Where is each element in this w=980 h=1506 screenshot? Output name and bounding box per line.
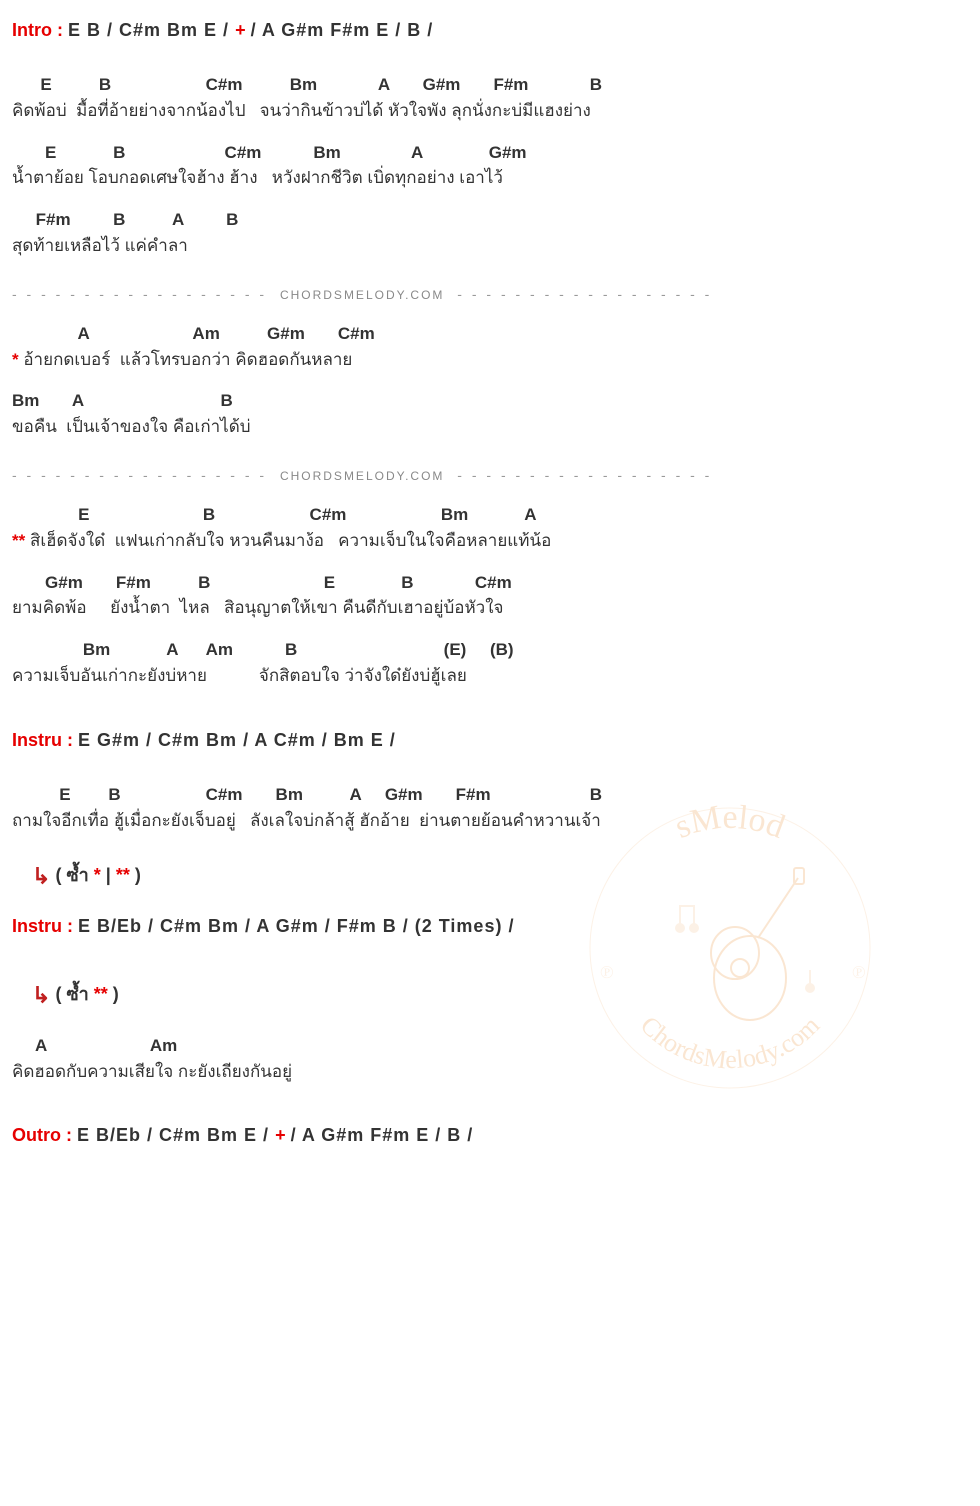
divider-dashes-left: - - - - - - - - - - - - - - - - - -	[12, 467, 274, 483]
paren-close: )	[108, 984, 119, 1004]
repeat-plus-icon: +	[235, 20, 246, 40]
lyric-span: อ้ายกดเบอร์ แล้วโทรบอกว่า คิดฮอดกันหลาย	[19, 350, 353, 369]
paren-close: )	[130, 865, 141, 885]
chord-line: E B C#m Bm A G#m	[12, 141, 968, 165]
instru1-progression: E G#m / C#m Bm / A C#m / Bm E /	[78, 730, 396, 750]
chord-line: G#m F#m B E B C#m	[12, 571, 968, 595]
chord-line: Bm A B	[12, 389, 968, 413]
section-divider: - - - - - - - - - - - - - - - - - - CHOR…	[12, 467, 968, 483]
instru2-label: Instru :	[12, 916, 73, 936]
verse1-line-1: E B C#m Bm A G#m F#m B คิดพ้อบ่ มื้อที่อ…	[12, 73, 968, 123]
lyric-span: สิเฮ็ดจังใด๋ แฟนเก่ากลับใจ หวนคืนมาง้อ ค…	[25, 531, 551, 550]
repeat-plus-icon: +	[275, 1125, 286, 1145]
brand-text: CHORDSMELODY.COM	[280, 469, 444, 483]
pre1-line-1: A Am G#m C#m * อ้ายกดเบอร์ แล้วโทรบอกว่า…	[12, 322, 968, 372]
chord-line: E B C#m Bm A	[12, 503, 968, 527]
lyric-line: ถามใจอีกเทื่อ ฮู้เมื่อกะยังเจ็บอยู่ ลังเ…	[12, 809, 968, 833]
intro-line: Intro : E B / C#m Bm E / + / A G#m F#m E…	[12, 20, 968, 41]
star-marker-icon: **	[12, 531, 25, 550]
chord-line: E B C#m Bm A G#m F#m B	[12, 783, 968, 807]
instru2-progression: E B/Eb / C#m Bm / A G#m / F#m B / (2 Tim…	[78, 916, 514, 936]
divider-dashes-right: - - - - - - - - - - - - - - - - - -	[450, 286, 712, 302]
repeat-text: ซ้ำ	[61, 984, 93, 1004]
chord-line: E B C#m Bm A G#m F#m B	[12, 73, 968, 97]
section-divider: - - - - - - - - - - - - - - - - - - CHOR…	[12, 286, 968, 302]
intro-progression-a: E B / C#m Bm E /	[68, 20, 235, 40]
divider-dashes-left: - - - - - - - - - - - - - - - - - -	[12, 286, 274, 302]
divider-dashes-right: - - - - - - - - - - - - - - - - - -	[450, 467, 712, 483]
chord-line: Bm A Am B (E) (B)	[12, 638, 968, 662]
star-marker-icon: **	[116, 865, 130, 885]
repeat-arrow-icon: ↳	[32, 982, 50, 1007]
lyric-line: คิดพ้อบ่ มื้อที่อ้ายย่างจากน้องไป จนว่าก…	[12, 99, 968, 123]
outro-progression-a: E B/Eb / C#m Bm E /	[77, 1125, 275, 1145]
lyric-line: ** สิเฮ็ดจังใด๋ แฟนเก่ากลับใจ หวนคืนมาง้…	[12, 529, 968, 553]
verse2-line-1: E B C#m Bm A G#m F#m B ถามใจอีกเทื่อ ฮู้…	[12, 783, 968, 833]
coda-line-1: A Am คิดฮอดกับความเสียใจ กะยังเถียงกันอย…	[12, 1034, 968, 1084]
lyric-line: น้ำตาย้อย โอบกอดเศษใจฮ้าง ฮ้าง หวังฝากชี…	[12, 166, 968, 190]
lyric-line: ขอคืน เป็นเจ้าของใจ คือเก่าได้บ่	[12, 415, 968, 439]
repeat-instruction-2: ↳ ( ซ้ำ ** )	[32, 979, 968, 1008]
lyric-line: * อ้ายกดเบอร์ แล้วโทรบอกว่า คิดฮอดกันหลา…	[12, 348, 968, 372]
lyric-line: คิดฮอดกับความเสียใจ กะยังเถียงกันอยู่	[12, 1060, 968, 1084]
repeat-instruction-1: ↳ ( ซ้ำ * | ** )	[32, 860, 968, 889]
instru1-label: Instru :	[12, 730, 73, 750]
chord-line: A Am	[12, 1034, 968, 1058]
outro-label: Outro :	[12, 1125, 72, 1145]
chord-line: F#m B A B	[12, 208, 968, 232]
lyric-line: สุดท้ายเหลือไว้ แค่คำลา	[12, 234, 968, 258]
star-marker-icon: *	[94, 865, 101, 885]
outro-progression-b: / A G#m F#m E / B /	[291, 1125, 474, 1145]
lyric-line: ยามคิดพ้อ ยังน้ำตา ไหล สิอนุญาตให้เขา คื…	[12, 596, 968, 620]
chorus-line-1: E B C#m Bm A ** สิเฮ็ดจังใด๋ แฟนเก่ากลับ…	[12, 503, 968, 553]
repeat-text: ซ้ำ	[61, 865, 93, 885]
star-marker-icon: *	[12, 350, 19, 369]
chord-line: A Am G#m C#m	[12, 322, 968, 346]
outro-line: Outro : E B/Eb / C#m Bm E / + / A G#m F#…	[12, 1125, 968, 1146]
instru2-line: Instru : E B/Eb / C#m Bm / A G#m / F#m B…	[12, 916, 968, 937]
verse1-line-2: E B C#m Bm A G#m น้ำตาย้อย โอบกอดเศษใจฮ้…	[12, 141, 968, 191]
repeat-arrow-icon: ↳	[32, 864, 50, 889]
pre1-line-2: Bm A B ขอคืน เป็นเจ้าของใจ คือเก่าได้บ่	[12, 389, 968, 439]
lyric-line: ความเจ็บอันเก่ากะยังบ่หาย จักสิตอบใจ ว่า…	[12, 664, 968, 688]
star-marker-icon: **	[94, 984, 108, 1004]
pipe-sep: |	[101, 865, 116, 885]
chorus-line-2: G#m F#m B E B C#m ยามคิดพ้อ ยังน้ำตา ไหล…	[12, 571, 968, 621]
verse1-line-3: F#m B A B สุดท้ายเหลือไว้ แค่คำลา	[12, 208, 968, 258]
chorus-line-3: Bm A Am B (E) (B) ความเจ็บอันเก่ากะยังบ่…	[12, 638, 968, 688]
instru1-line: Instru : E G#m / C#m Bm / A C#m / Bm E /	[12, 730, 968, 751]
intro-label: Intro :	[12, 20, 63, 40]
brand-text: CHORDSMELODY.COM	[280, 288, 444, 302]
intro-progression-b: / A G#m F#m E / B /	[251, 20, 434, 40]
